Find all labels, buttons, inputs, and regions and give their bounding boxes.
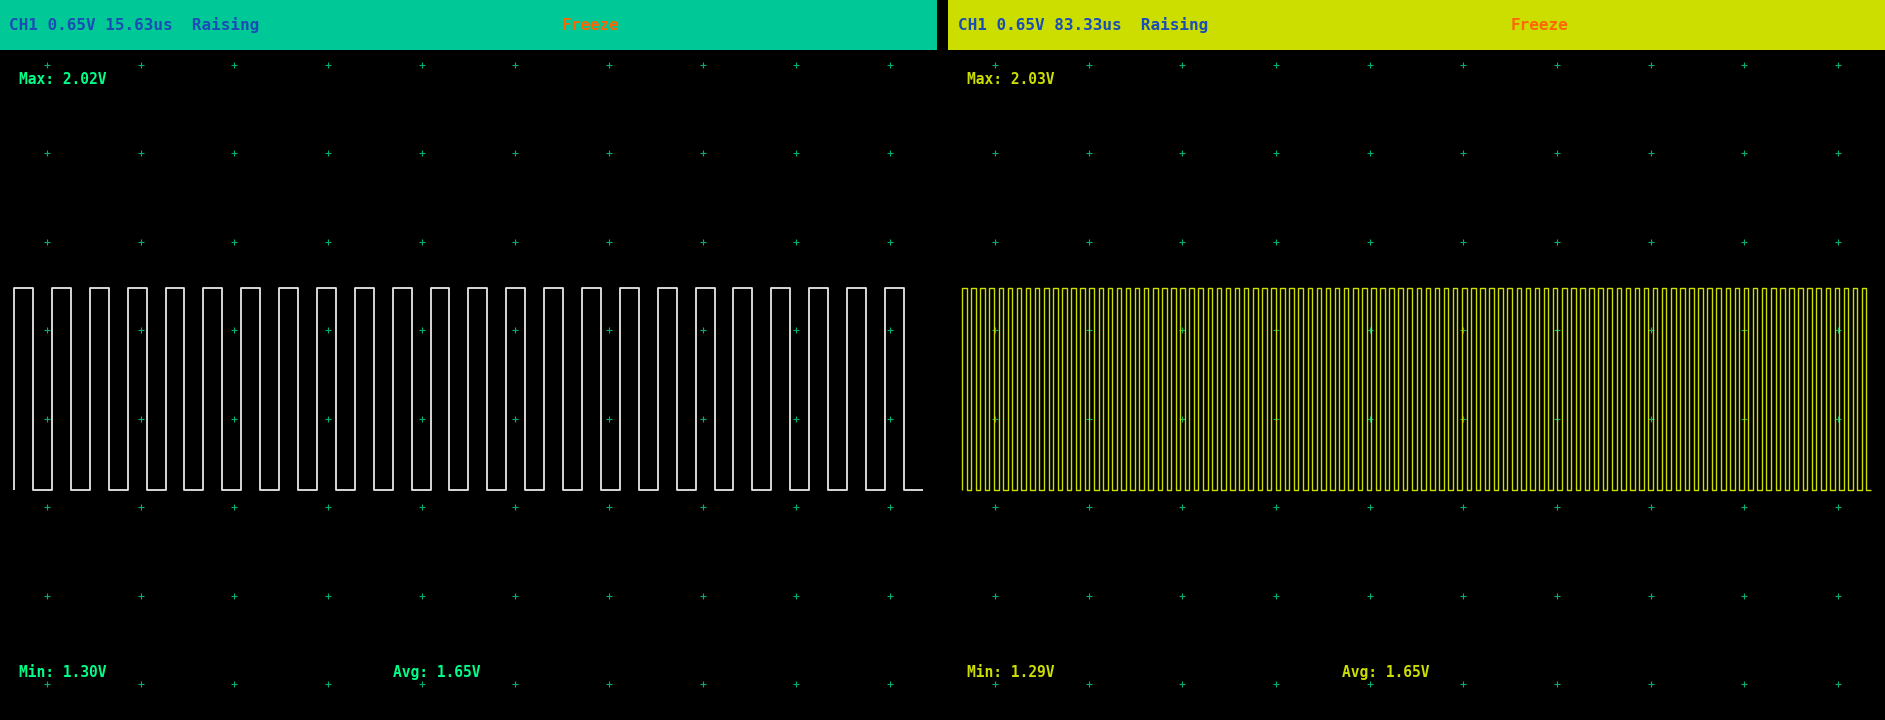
- Text: Avg: 1.65V: Avg: 1.65V: [394, 665, 481, 680]
- Text: Avg: 1.65V: Avg: 1.65V: [1342, 665, 1429, 680]
- Text: Freeze: Freeze: [562, 18, 620, 32]
- Text: GameInstance.com: GameInstance.com: [1604, 18, 1759, 32]
- Text: Max: 2.03V: Max: 2.03V: [967, 72, 1054, 87]
- Bar: [948, 0, 1885, 50]
- Text: Min: 1.29V: Min: 1.29V: [967, 665, 1054, 680]
- Text: Min: 1.30V: Min: 1.30V: [19, 665, 106, 680]
- Text: Max: 2.02V: Max: 2.02V: [19, 72, 106, 87]
- Bar: [0, 0, 937, 50]
- Text: GameInstance.com: GameInstance.com: [656, 18, 811, 32]
- Text: CH1 0.65V 83.33us  Raising: CH1 0.65V 83.33us Raising: [958, 17, 1208, 33]
- Text: Freeze: Freeze: [1510, 18, 1568, 32]
- Text: CH1 0.65V 15.63us  Raising: CH1 0.65V 15.63us Raising: [9, 17, 260, 33]
